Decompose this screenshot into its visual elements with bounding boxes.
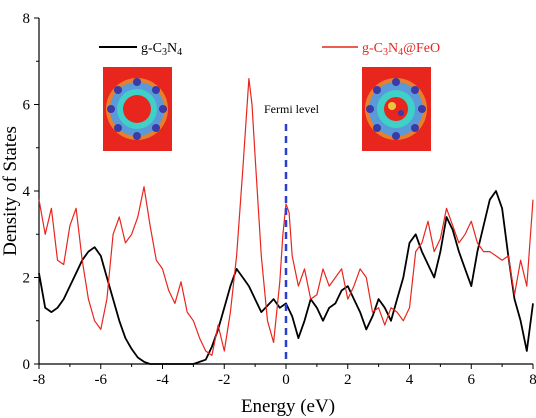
series-layer [38, 77, 534, 365]
series-line-2 [38, 77, 534, 356]
x-tick-label: -8 [33, 372, 46, 388]
x-tick-label: 0 [282, 372, 290, 388]
x-tick-label: 2 [344, 372, 352, 388]
inset-structure-right [362, 67, 431, 151]
x-tick-label: -4 [156, 372, 169, 388]
inset-structure-left [103, 67, 172, 151]
x-tick-label: 8 [529, 372, 536, 388]
axis-ticks: -8 -6 -4 -2 0 2 4 6 8 0 2 4 6 8 [23, 11, 536, 388]
legend-label-series-2: g-C3N4@FeO [362, 41, 440, 58]
legend-label-series-1: g-C3N4 [141, 41, 182, 58]
x-tick-label: 4 [406, 372, 414, 388]
x-tick-label: -2 [218, 372, 231, 388]
y-tick-label: 0 [23, 357, 31, 373]
x-tick-label: -6 [95, 372, 108, 388]
x-tick-label: 6 [468, 372, 476, 388]
x-axis-title: Energy (eV) [241, 396, 335, 417]
series-line-1 [38, 190, 534, 365]
y-tick-label: 4 [23, 184, 31, 200]
y-tick-label: 2 [23, 271, 31, 287]
y-axis-title: Density of States [0, 126, 21, 256]
legend: g-C3N4 g-C3N4@FeO [99, 41, 440, 58]
y-tick-label: 6 [23, 98, 31, 114]
fermi-level-label: Fermi level [264, 102, 320, 116]
y-tick-label: 8 [23, 11, 31, 27]
